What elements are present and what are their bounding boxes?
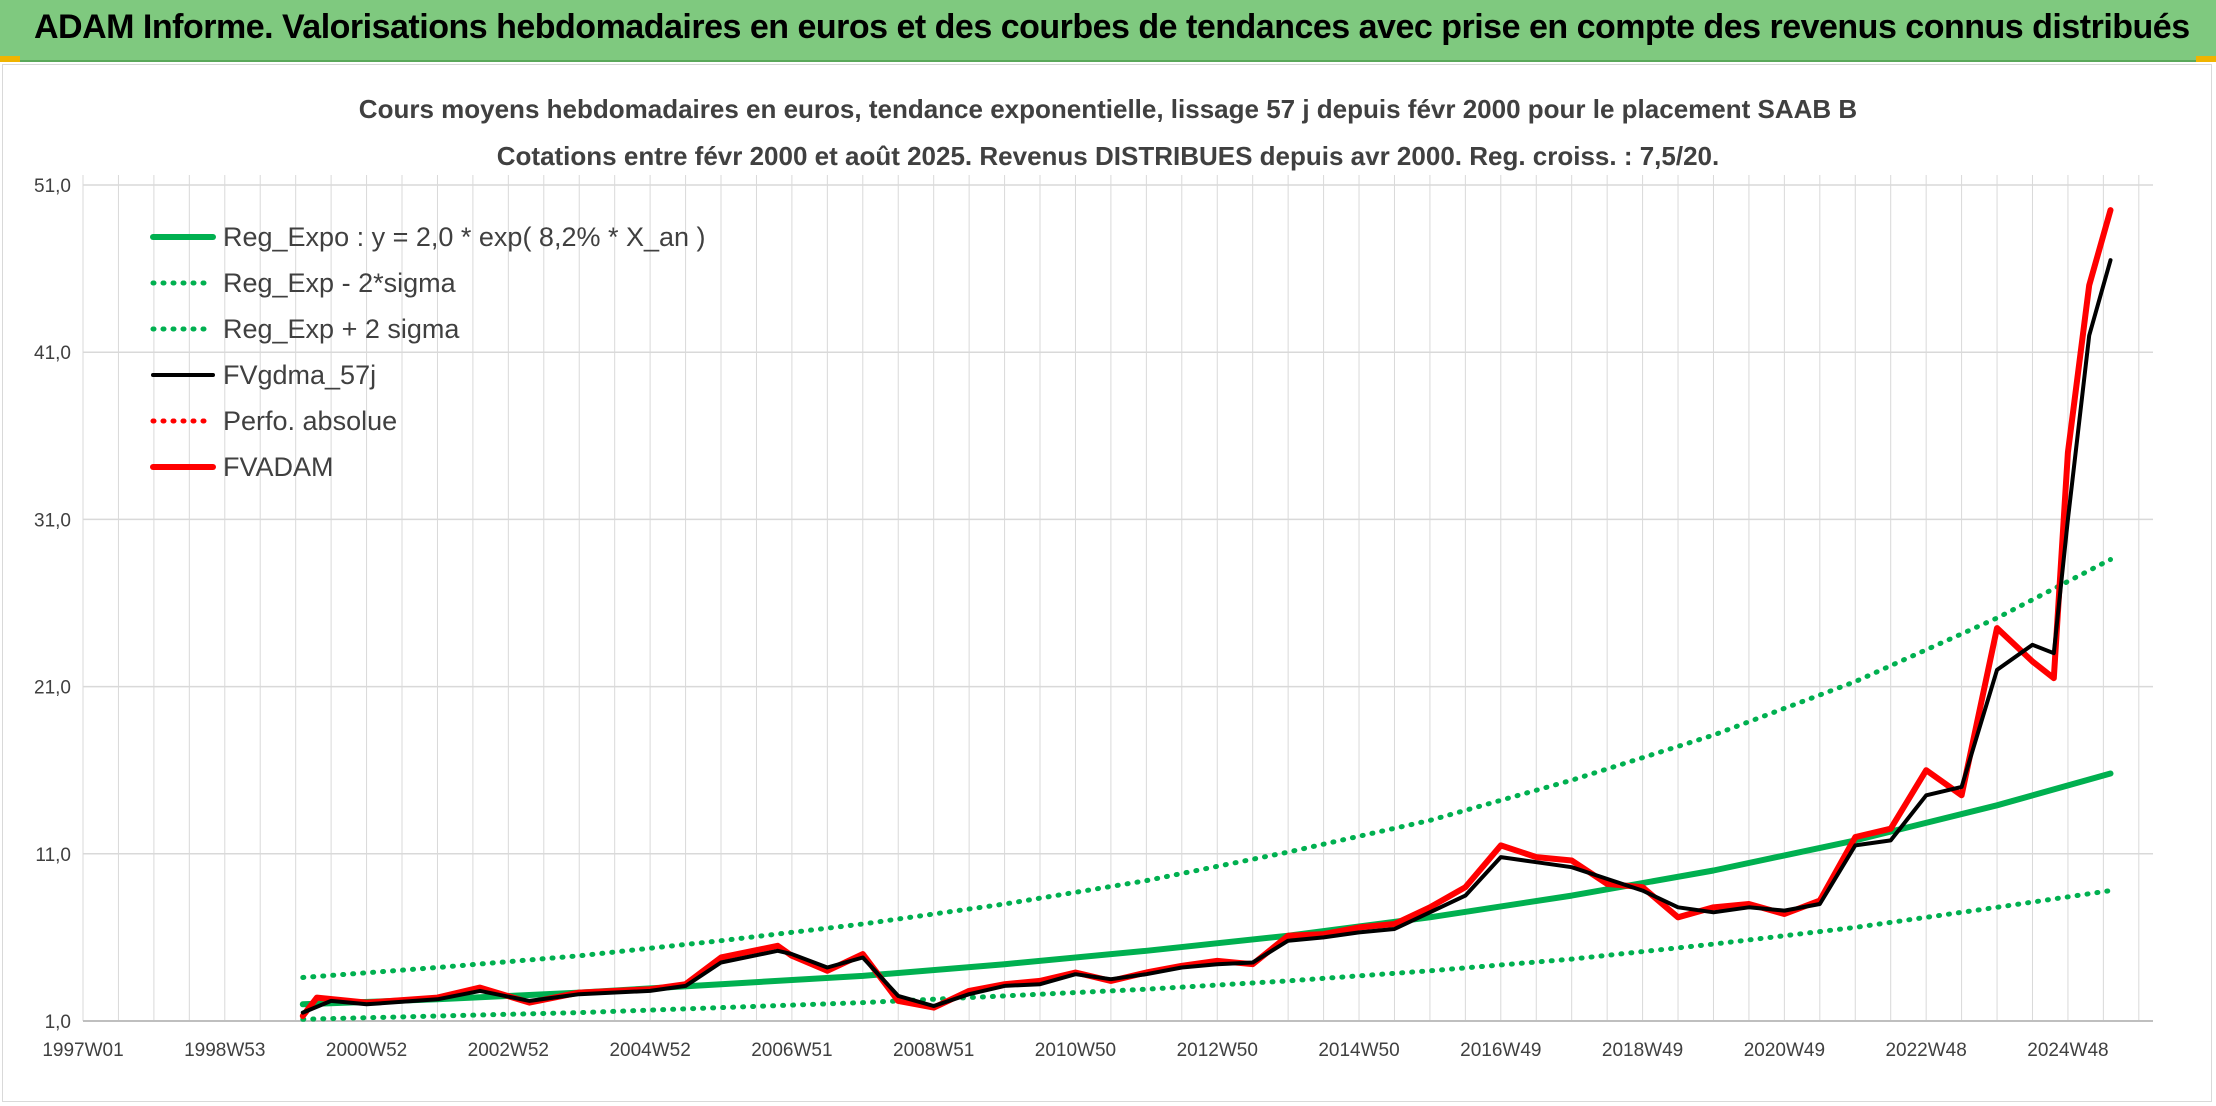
chart-subtitle: Cotations entre févr 2000 et août 2025. … <box>497 141 1719 171</box>
x-tick-label: 2004W52 <box>609 1040 690 1061</box>
x-tick-label: 2014W50 <box>1318 1040 1399 1061</box>
report-header: ADAM Informe. Valorisations hebdomadaire… <box>0 0 2216 62</box>
series-fvadam <box>299 207 2114 1019</box>
x-tick-label: 1998W53 <box>184 1040 265 1061</box>
series-layer <box>299 207 2114 1022</box>
y-tick-label: 31,0 <box>34 510 71 531</box>
y-tick-label: 1,0 <box>45 1012 71 1033</box>
x-tick-label: 2024W48 <box>2027 1040 2108 1061</box>
axis-tick-labels: 1,0 11,0 21,0 31,0 41,0 51,0 1997W01 1998W53 200… <box>34 176 2109 1061</box>
corner-mark-left <box>0 56 20 62</box>
report-title: ADAM Informe. Valorisations hebdomadaire… <box>34 8 2190 46</box>
x-tick-label: 2022W48 <box>1885 1040 1966 1061</box>
y-tick-label: 41,0 <box>34 343 71 364</box>
x-tick-label: 2016W49 <box>1460 1040 1541 1061</box>
legend: Reg_Expo : y = 2,0 * exp( 8,2% * X_an ) R… <box>150 222 706 482</box>
chart-title: Cours moyens hebdomadaires en euros, ten… <box>359 94 1857 124</box>
y-tick-label: 21,0 <box>34 678 71 699</box>
legend-label: Perfo. absolue <box>223 406 397 436</box>
legend-label: Reg_Exp - 2*sigma <box>223 268 457 298</box>
legend-label: Reg_Exp + 2 sigma <box>223 314 460 344</box>
x-tick-label: 2006W51 <box>751 1040 832 1061</box>
series-fvgdma-57j <box>300 258 2113 1015</box>
x-tick-label: 2002W52 <box>468 1040 549 1061</box>
x-tick-label: 1997W01 <box>42 1040 123 1061</box>
chart-area: Cours moyens hebdomadaires en euros, ten… <box>2 64 2212 1102</box>
legend-label: FVADAM <box>223 452 334 482</box>
series-reg-exp-2-sigma <box>300 557 2113 980</box>
corner-mark-right <box>2196 56 2216 62</box>
x-tick-label: 2020W49 <box>1744 1040 1825 1061</box>
x-tick-label: 2012W50 <box>1177 1040 1258 1061</box>
x-tick-label: 2010W50 <box>1035 1040 1116 1061</box>
x-tick-label: 2018W49 <box>1602 1040 1683 1061</box>
y-tick-label: 11,0 <box>35 845 71 866</box>
series-reg-exp-2-sigma <box>300 888 2113 1022</box>
y-tick-label: 51,0 <box>34 176 71 197</box>
series-reg-expo-y-2-0-exp-8-2-x-an <box>299 770 2114 1008</box>
line-chart: Cours moyens hebdomadaires en euros, ten… <box>34 94 2153 1061</box>
x-tick-label: 2008W51 <box>893 1040 974 1061</box>
x-tick-label: 2000W52 <box>326 1040 407 1061</box>
legend-label: FVgdma_57j <box>223 360 376 390</box>
legend-label: Reg_Expo : y = 2,0 * exp( 8,2% * X_an ) <box>223 222 706 252</box>
grid-lines <box>82 175 2153 1022</box>
